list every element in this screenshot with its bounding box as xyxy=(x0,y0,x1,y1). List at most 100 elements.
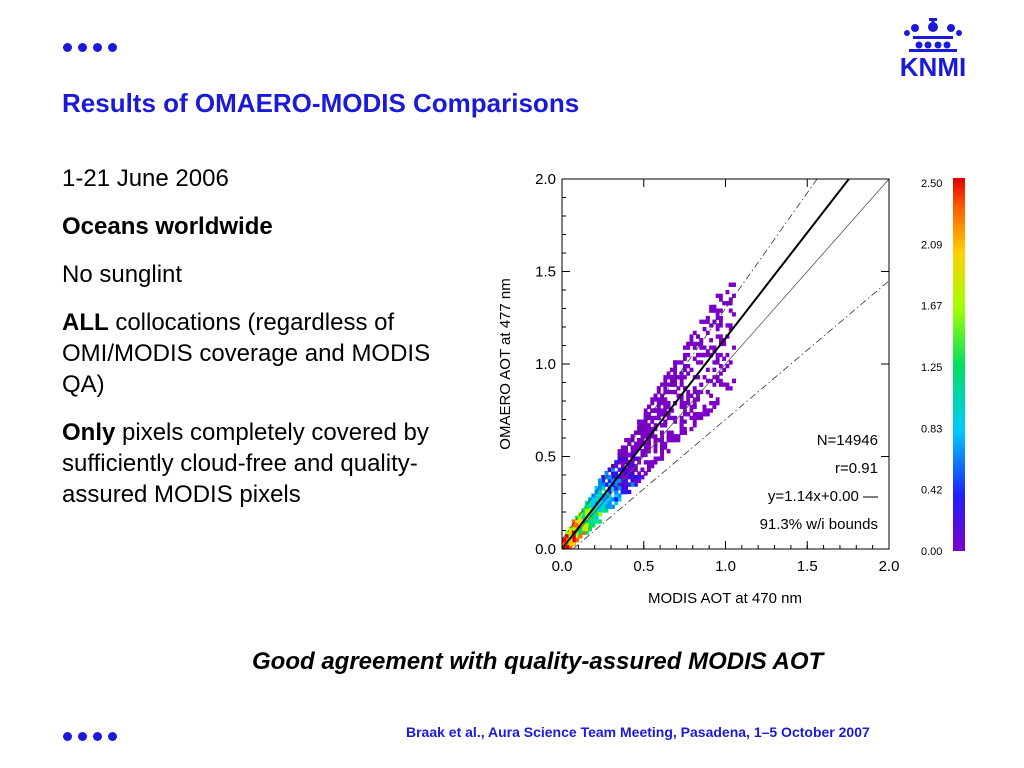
density-cell xyxy=(722,301,727,306)
colorbar-label: 0.00 xyxy=(921,546,942,558)
density-cell xyxy=(647,426,651,432)
density-cell xyxy=(660,397,664,402)
density-cell xyxy=(660,412,664,417)
density-cell xyxy=(679,401,684,406)
density-cell xyxy=(604,471,609,476)
density-cell xyxy=(643,452,648,458)
density-cell xyxy=(620,452,625,458)
density-cell xyxy=(718,315,723,321)
density-cell xyxy=(581,523,586,528)
density-cell xyxy=(709,378,714,384)
x-tick-label: 0.0 xyxy=(552,558,573,575)
density-cell xyxy=(584,526,589,532)
density-cell xyxy=(669,378,674,384)
density-cell xyxy=(647,445,651,450)
density-cell xyxy=(699,319,704,324)
density-cell xyxy=(611,478,615,483)
density-cell xyxy=(614,497,619,502)
density-cell xyxy=(637,423,642,428)
region-label: Oceans worldwide xyxy=(62,213,273,240)
density-cell xyxy=(702,404,707,409)
density-cell xyxy=(728,297,733,302)
density-cell xyxy=(660,408,664,413)
density-cell xyxy=(705,389,710,395)
density-cell xyxy=(732,312,736,317)
density-cell xyxy=(676,386,681,391)
density-cell xyxy=(650,426,655,432)
density-cell xyxy=(679,423,684,428)
density-cell xyxy=(653,456,658,461)
density-cell xyxy=(647,449,651,454)
density-cell xyxy=(650,415,655,421)
density-cell xyxy=(597,482,602,487)
density-cell xyxy=(666,404,671,409)
density-cell xyxy=(725,290,730,295)
density-cell xyxy=(696,389,700,395)
density-cell xyxy=(637,445,642,450)
density-cell xyxy=(669,430,674,435)
density-cell xyxy=(594,512,599,517)
density-cell xyxy=(682,404,687,409)
density-cell xyxy=(568,526,573,532)
density-cell xyxy=(689,338,694,343)
density-cell xyxy=(696,415,700,421)
density-cell xyxy=(568,541,573,546)
density-cell xyxy=(620,445,625,450)
density-cell xyxy=(682,430,687,435)
density-cell xyxy=(643,415,648,421)
density-cell xyxy=(597,508,602,513)
density-cell xyxy=(712,375,717,380)
density-cell xyxy=(571,523,576,528)
density-cell xyxy=(692,412,697,417)
density-cell xyxy=(637,426,642,432)
density-cell xyxy=(666,438,671,443)
density-cell xyxy=(627,489,632,495)
density-cell xyxy=(656,404,661,409)
density-cell xyxy=(640,467,645,472)
density-cell xyxy=(588,515,593,520)
density-cell xyxy=(653,393,658,398)
density-cell xyxy=(607,489,612,495)
density-cell xyxy=(660,445,664,450)
density-cell xyxy=(627,471,632,476)
density-cell xyxy=(620,478,625,483)
density-cell xyxy=(705,352,710,358)
density-cell xyxy=(584,500,589,506)
density-cell xyxy=(575,515,579,520)
density-cell xyxy=(578,534,583,539)
density-cell xyxy=(669,434,674,439)
density-cell xyxy=(565,534,570,539)
density-cell xyxy=(604,504,609,509)
density-cell xyxy=(581,515,586,520)
density-cell xyxy=(640,430,645,435)
density-cell xyxy=(673,419,678,424)
density-cell xyxy=(669,389,674,395)
density-cell xyxy=(686,371,691,376)
density-cell xyxy=(709,338,714,343)
density-cell xyxy=(682,345,687,350)
density-cell xyxy=(686,345,691,350)
density-cell xyxy=(679,375,684,380)
density-cell xyxy=(647,463,651,469)
density-cell xyxy=(669,415,674,421)
density-cell xyxy=(650,419,655,424)
density-cell xyxy=(601,482,606,487)
crown-icon xyxy=(904,16,962,52)
density-cell xyxy=(594,493,599,498)
density-cell xyxy=(679,371,684,376)
density-cell xyxy=(656,408,661,413)
density-cell xyxy=(689,426,694,432)
density-cell xyxy=(594,515,599,520)
density-cell xyxy=(715,375,720,380)
density-cell xyxy=(633,430,638,435)
density-cell xyxy=(643,441,648,446)
density-cell xyxy=(653,449,658,454)
density-cell xyxy=(679,360,684,365)
density-cell xyxy=(682,352,687,358)
density-cell xyxy=(689,367,694,372)
density-cell xyxy=(679,382,684,387)
density-cell xyxy=(669,438,674,443)
density-cell xyxy=(663,419,668,424)
density-cell xyxy=(607,500,612,506)
density-cell xyxy=(666,430,671,435)
